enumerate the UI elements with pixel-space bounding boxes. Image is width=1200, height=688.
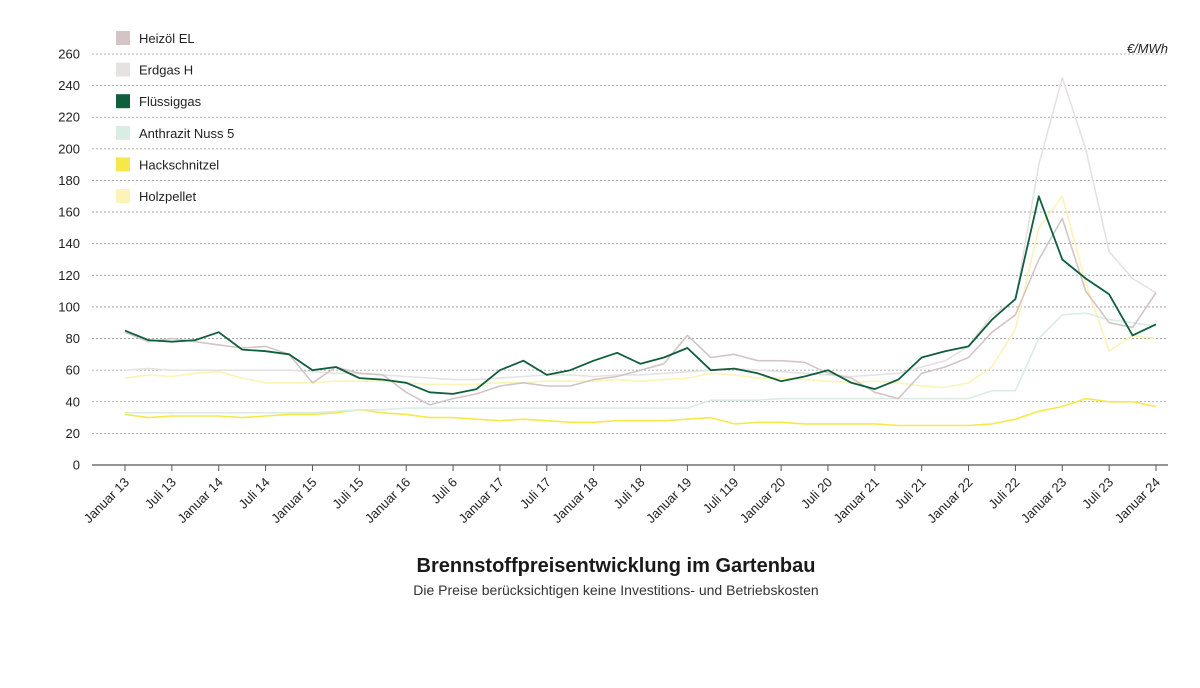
legend-label: Hackschnitzel [139,157,219,172]
legend-label: Holzpellet [139,189,196,204]
x-tick-label: Juli 20 [798,475,835,512]
unit-label: €/MWh [1127,41,1168,56]
series-line-hackschnitzel [124,397,1157,427]
series-line-holzpellet [124,195,1157,389]
gridlines [92,53,1168,466]
x-tick-label: Januar 17 [456,475,507,526]
x-tick-label: Juli 18 [610,475,647,512]
legend-label: Flüssiggas [139,94,202,109]
x-tick-label: Juli 23 [1079,475,1116,512]
y-axis: 0 20 40 60 80 100 120 140 160 180 200 220 240 260 [58,47,80,473]
x-tick-label: Januar 15 [268,475,319,526]
y-tick-label: 180 [58,173,80,188]
x-tick-label: Januar 14 [174,475,225,526]
y-tick-label: 120 [58,268,80,283]
chart-title: Brennstoffpreisentwicklung im Gartenbau [416,555,816,577]
x-tick-label: Juli 13 [142,475,179,512]
price-chart: 0 20 40 60 80 100 120 140 160 180 200 220 240 260 Jan… [58,31,1168,526]
x-tick-label: Juli 14 [236,475,273,512]
y-tick-label: 240 [58,78,80,93]
legend-swatch [116,157,130,172]
legend-swatch [116,94,130,109]
x-tick-label: Januar 16 [362,475,413,526]
series-lines [124,76,1157,427]
legend-swatch [116,189,130,203]
x-tick-label: Januar 24 [1112,475,1163,526]
y-tick-label: 20 [66,426,80,441]
chart-subtitle: Die Preise berücksichtigen keine Investi… [413,582,819,598]
x-tick-label: Juli 22 [985,475,1022,512]
x-tick-label: Juli 21 [892,475,929,512]
series-line-heiz-l-el [124,217,1157,406]
y-tick-label: 40 [66,394,80,409]
y-tick-label: 140 [58,236,80,251]
x-tick-label: Januar 13 [81,475,132,526]
y-tick-label: 200 [58,141,80,156]
x-tick-label: Juli 15 [329,475,366,512]
legend-swatch [116,31,130,45]
y-tick-label: 0 [73,458,80,473]
legend-label: Anthrazit Nuss 5 [139,126,234,141]
legend-swatch [116,125,130,140]
x-tick-label: Januar 20 [737,475,788,526]
y-tick-label: 100 [58,299,80,314]
x-tick-label: Januar 19 [643,475,694,526]
y-tick-label: 260 [58,47,80,62]
x-tick-label: Januar 23 [1018,475,1069,526]
legend: Heizöl EL Erdgas H Flüssiggas Anthrazit Nus… [116,31,234,204]
y-tick-label: 160 [58,205,80,220]
y-tick-label: 80 [66,331,80,346]
series-line-anthrazit-nuss-5 [125,312,1157,414]
series-line-fl-ssiggas [124,195,1157,395]
legend-label: Heizöl EL [139,31,195,46]
x-tick-label: Juli 6 [428,475,460,507]
x-tick-label: Januar 22 [924,475,975,526]
x-tick-label: Januar 21 [830,475,881,526]
x-tick-label: Juli 17 [517,475,554,512]
legend-label: Erdgas H [139,63,193,78]
x-tick-label: Januar 18 [549,475,600,526]
legend-swatch [116,62,130,77]
series-line-erdgas-h [124,76,1157,381]
x-tick-label: Juli 119 [700,475,742,517]
y-tick-label: 220 [58,110,80,125]
y-tick-label: 60 [66,363,80,378]
